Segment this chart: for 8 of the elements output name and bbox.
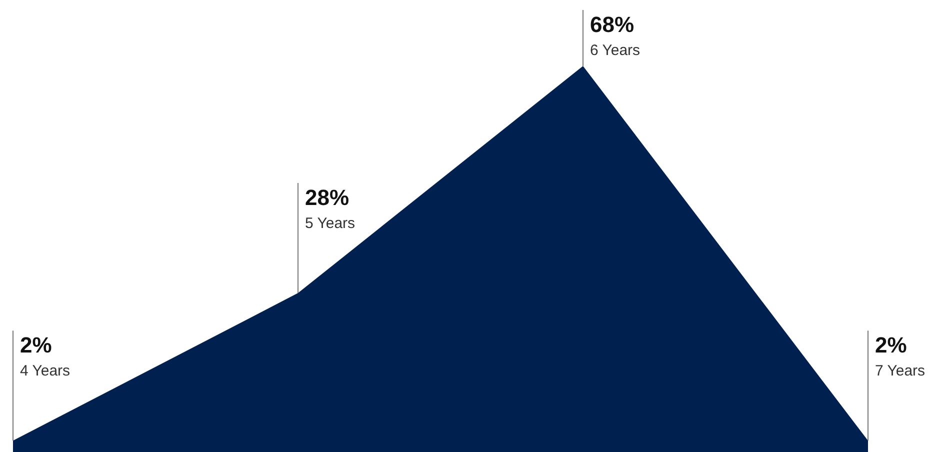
x-tick-label: 7 Years: [875, 362, 926, 380]
data-label: 68%: [590, 12, 634, 37]
data-label: 2%: [875, 332, 907, 358]
data-label: 28%: [305, 185, 350, 210]
data-label: 2%: [20, 332, 52, 358]
x-tick-label: 4 Years: [20, 362, 70, 380]
x-tick-label: 5 Years: [305, 215, 356, 232]
x-tick-label: 6 Years: [590, 42, 640, 59]
